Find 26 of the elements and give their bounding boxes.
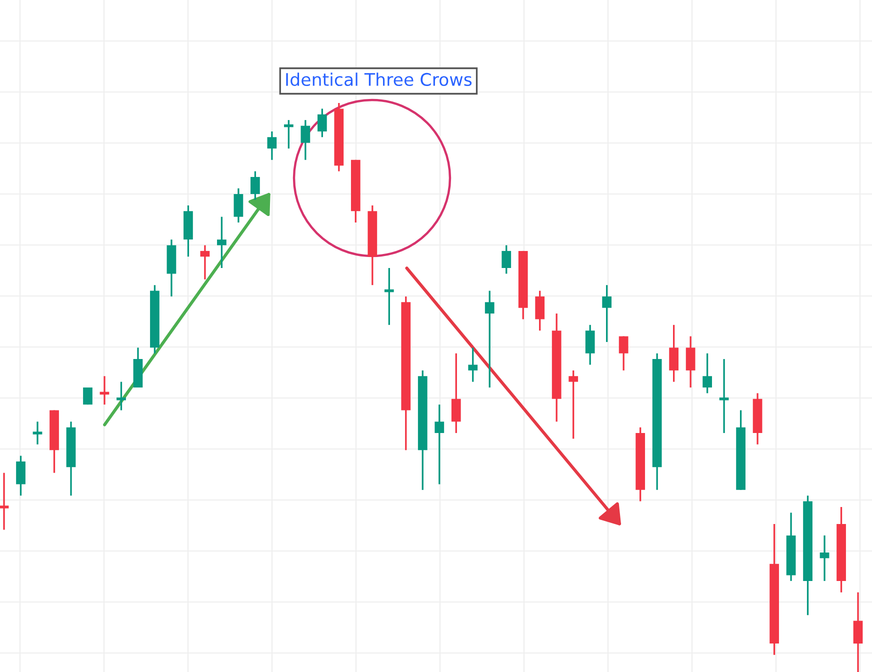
- candlestick: [267, 130, 277, 161]
- candlestick: [200, 244, 210, 280]
- candlestick: [83, 386, 92, 406]
- candlestick: [535, 290, 545, 332]
- candlestick: [669, 324, 679, 383]
- candlestick: [468, 346, 478, 383]
- candlestick: [618, 335, 628, 372]
- candlestick: [585, 324, 595, 366]
- candlestick: [434, 404, 444, 486]
- candlestick: [820, 534, 830, 582]
- candlestick: [602, 284, 612, 343]
- candlestick: [702, 352, 712, 394]
- candlestick: [217, 216, 226, 269]
- candlestick: [853, 592, 863, 672]
- candlestick: [317, 108, 327, 138]
- candlestick: [568, 370, 578, 440]
- candlestick: [484, 290, 494, 388]
- candlestick: [686, 335, 696, 388]
- candlestick: [300, 119, 310, 161]
- candlestick: [502, 244, 512, 275]
- candlestick: [0, 472, 10, 531]
- candlestick: [451, 352, 461, 434]
- text: Identical Three Crows: [286, 72, 472, 86]
- candlestick: [16, 454, 26, 496]
- candlestick: [234, 188, 244, 224]
- candlestick: [250, 170, 260, 201]
